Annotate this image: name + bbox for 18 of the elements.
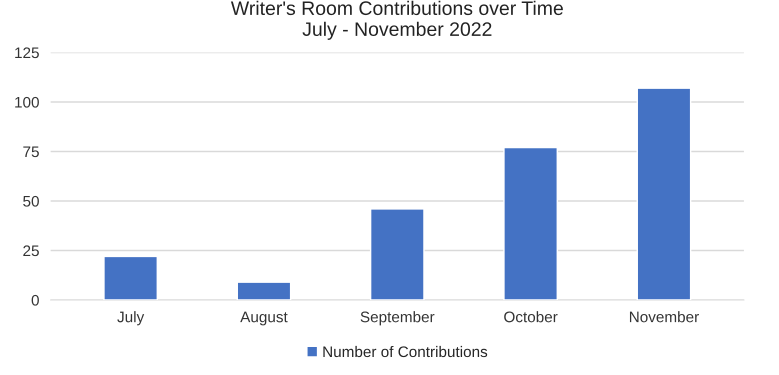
y-tick-label: 75 [23,146,39,158]
y-tick-label: 50 [23,196,39,207]
y-tick-label: 125 [15,47,39,58]
legend-label: Number of Contributions [323,346,488,358]
bar [370,208,425,300]
chart-title: Writer's Room Contributions over Time July - November 2022 [230,0,563,40]
x-tick-label: July [117,311,144,326]
x-tick-label: October [504,311,558,322]
bar [636,87,692,300]
y-tick-label: 25 [23,245,39,256]
y-tick-label: 100 [15,96,39,108]
x-tick-label: August [240,312,288,326]
bar [503,146,558,300]
y-tick-label: 0 [32,294,39,306]
x-tick-label: September [360,311,434,326]
bar [103,256,158,300]
bar [236,281,292,300]
x-tick-label: November [630,311,699,322]
